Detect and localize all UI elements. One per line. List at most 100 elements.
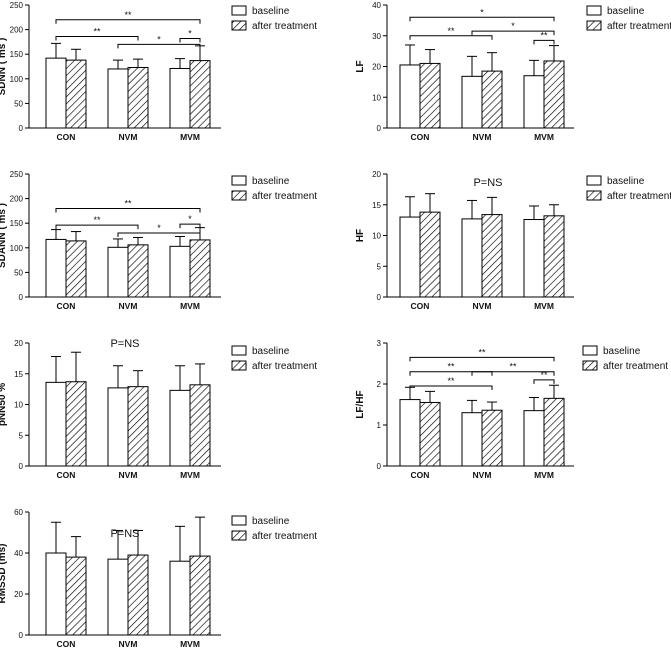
baseline-bar-mvm (169, 560, 191, 636)
annotation-p-ns: P=NS (110, 528, 139, 540)
x-category-label: MVM (534, 132, 554, 142)
baseline-bar-nvm (461, 412, 483, 467)
y-tick-label: 5 (19, 431, 24, 440)
legend-label-baseline: baseline (603, 346, 641, 357)
x-category-label: NVM (473, 132, 492, 142)
baseline-bar-nvm (107, 246, 129, 298)
y-tick-label: 1 (377, 421, 382, 430)
baseline-bar-con (399, 399, 421, 467)
y-axis-label: pNN50 % (0, 383, 8, 426)
baseline-bar-nvm (461, 75, 483, 129)
significance-label: ** (93, 215, 101, 225)
y-tick-label: 5 (377, 262, 382, 271)
chart-panel-lf-hf: 0 1 2 3 LF/HF CON NVM MVM ** ** ** ** ** baseline afte… (355, 339, 668, 480)
significance-bracket (409, 356, 555, 362)
chart-panel-hf: 0 5 10 15 20 HF CON NVM MVM P=NS baseline after tre… (355, 170, 671, 311)
x-category-label: MVM (534, 301, 554, 311)
x-category-label: NVM (119, 470, 138, 480)
after-treatment-bar-con (65, 59, 87, 129)
significance-label: ** (124, 198, 132, 208)
y-tick-label: 0 (19, 631, 24, 640)
x-category-label: NVM (473, 301, 492, 311)
legend-label-baseline: baseline (252, 6, 290, 17)
y-tick-label: 2 (377, 380, 382, 389)
after-treatment-bar-mvm (189, 60, 211, 129)
y-tick-label: 150 (10, 50, 24, 59)
significance-label: * (511, 21, 515, 31)
baseline-bar-nvm (107, 68, 129, 129)
significance-label: ** (540, 370, 548, 380)
legend-swatch-baseline (582, 345, 598, 356)
significance-bracket (409, 385, 493, 391)
baseline-bar-con (399, 64, 421, 129)
x-category-label: MVM (180, 132, 200, 142)
significance-bracket (179, 37, 201, 43)
after-treatment-bar-nvm (127, 386, 149, 467)
significance-label: ** (124, 10, 132, 20)
after-treatment-bar-nvm (127, 554, 149, 636)
baseline-bar-con (399, 216, 421, 298)
y-tick-label: 0 (19, 293, 24, 302)
legend-label-after-treatment: after treatment (252, 361, 317, 372)
after-treatment-bar-con (419, 62, 441, 129)
legend-label-after-treatment: after treatment (603, 361, 668, 372)
significance-label: ** (447, 26, 455, 36)
legend-swatch-baseline (231, 345, 247, 356)
legend-label-after-treatment: after treatment (252, 21, 317, 32)
legend-swatch-after-treatment (231, 530, 247, 541)
y-tick-label: 10 (14, 401, 23, 410)
significance-bracket (179, 223, 201, 229)
after-treatment-bar-mvm (189, 384, 211, 467)
significance-bracket (409, 371, 493, 376)
y-tick-label: 60 (14, 508, 23, 517)
after-treatment-bar-mvm (543, 397, 565, 467)
after-treatment-bar-con (65, 556, 87, 636)
x-category-label: NVM (119, 301, 138, 311)
after-treatment-bar-con (419, 401, 441, 467)
y-axis-label: LF (355, 60, 366, 72)
y-tick-label: 20 (372, 63, 381, 72)
legend-label-baseline: baseline (607, 6, 645, 17)
significance-label: ** (447, 376, 455, 386)
legend-label-after-treatment: after treatment (607, 21, 671, 32)
baseline-bar-mvm (169, 67, 191, 129)
y-axis-label: SDNN ( ms ) (0, 38, 8, 96)
significance-label: * (157, 34, 161, 44)
annotation-p-ns: P=NS (110, 338, 139, 350)
legend: baseline after treatment (586, 175, 671, 202)
legend-swatch-baseline (586, 175, 602, 186)
after-treatment-bar-con (419, 211, 441, 298)
legend: baseline after treatment (582, 345, 668, 372)
legend-swatch-after-treatment (231, 190, 247, 201)
y-axis-label: RMSSD (ms) (0, 543, 8, 603)
legend-swatch-baseline (231, 515, 247, 526)
baseline-bar-con (45, 381, 67, 467)
y-tick-label: 30 (372, 32, 381, 41)
significance-bracket (55, 207, 201, 213)
legend-label-baseline: baseline (252, 346, 290, 357)
baseline-bar-con (45, 57, 67, 129)
after-treatment-bar-mvm (189, 555, 211, 636)
significance-label: ** (447, 362, 455, 372)
significance-bracket (409, 16, 555, 22)
significance-bracket (117, 43, 201, 49)
significance-label: * (480, 7, 484, 17)
significance-label: ** (540, 30, 548, 40)
significance-bracket (533, 39, 555, 45)
legend-swatch-baseline (231, 175, 247, 186)
annotation-p-ns: P=NS (473, 177, 502, 189)
after-treatment-bar-con (65, 381, 87, 467)
legend-swatch-baseline (231, 5, 247, 16)
y-tick-label: 50 (14, 268, 23, 277)
legend: baseline after treatment (231, 5, 317, 32)
chart-panel-rmssd: 0 20 40 60 RMSSD (ms) CON NVM MVM P=NS baseline af… (0, 508, 317, 649)
significance-bracket (55, 19, 201, 24)
significance-label: * (188, 214, 192, 224)
y-tick-label: 0 (377, 462, 382, 471)
y-tick-label: 20 (14, 339, 23, 348)
x-category-label: MVM (180, 470, 200, 480)
significance-bracket (55, 224, 139, 230)
y-tick-label: 200 (10, 26, 24, 35)
